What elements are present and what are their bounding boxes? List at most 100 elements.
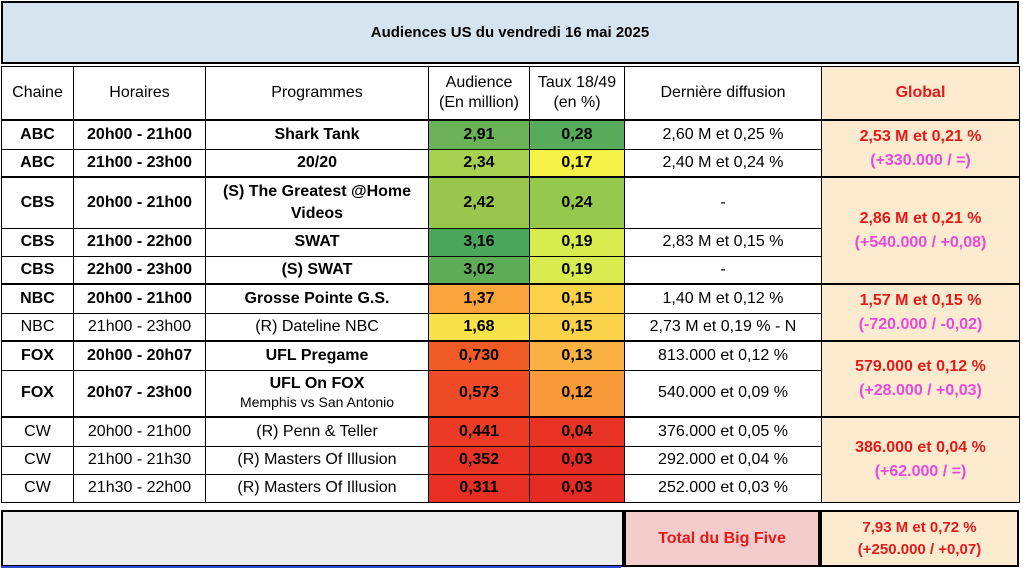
cell-audience: 2,34	[428, 148, 530, 178]
header-taux: Taux 18/49 (en %)	[529, 66, 625, 121]
header-programmes: Programmes	[205, 66, 429, 121]
global-abc-main: 2,53 M et 0,21 %	[859, 127, 982, 145]
cell-programme: Shark Tank	[205, 119, 429, 150]
header-global: Global	[821, 66, 1020, 121]
cell-audience: 0,311	[428, 473, 530, 503]
global-nbc-sub: (-720.000 / -0,02)	[858, 315, 983, 333]
cell-horaires: 21h00 - 23h00	[73, 312, 206, 342]
cell-chaine: CBS	[1, 255, 74, 285]
table-row: CBS 20h00 - 21h00 (S) The Greatest @Home…	[1, 176, 1020, 285]
cell-derniere: 2,40 M et 0,24 %	[624, 148, 822, 178]
table-row: ABC 20h00 - 21h00 Shark Tank 2,91 0,28 2…	[1, 119, 1020, 178]
cell-derniere: 540.000 et 0,09 %	[624, 369, 822, 418]
cell-horaires: 20h00 - 20h07	[73, 340, 206, 371]
cell-audience: 0,573	[428, 369, 530, 418]
cell-horaires: 21h00 - 21h30	[73, 445, 206, 475]
cell-horaires: 20h00 - 21h00	[73, 416, 206, 447]
footer-empty-area	[1, 510, 624, 567]
table-row: NBC 20h00 - 21h00 Grosse Pointe G.S. 1,3…	[1, 283, 1020, 342]
global-cw-sub: (+62.000 / =)	[874, 462, 967, 480]
cell-taux: 0,19	[529, 227, 625, 257]
cell-derniere: 2,60 M et 0,25 %	[624, 119, 822, 150]
cell-taux: 0,17	[529, 148, 625, 178]
cell-derniere: 292.000 et 0,04 %	[624, 445, 822, 475]
cell-programme: UFL On FOX Memphis vs San Antonio	[205, 369, 429, 418]
cell-chaine: NBC	[1, 283, 74, 314]
global-nbc: 1,57 M et 0,15 % (-720.000 / -0,02)	[821, 283, 1020, 342]
header-audience: Audience (En million)	[428, 66, 530, 121]
global-cw: 386.000 et 0,04 % (+62.000 / =)	[821, 416, 1020, 503]
cell-taux: 0,13	[529, 340, 625, 371]
cell-audience: 0,730	[428, 340, 530, 371]
bottom-edge-line	[1, 566, 621, 568]
cell-programme: (R) Dateline NBC	[205, 312, 429, 342]
cell-programme: (R) Penn & Teller	[205, 416, 429, 447]
cell-programme: (S) SWAT	[205, 255, 429, 285]
cell-derniere: 1,40 M et 0,12 %	[624, 283, 822, 314]
cell-horaires: 21h00 - 22h00	[73, 227, 206, 257]
cell-chaine: NBC	[1, 312, 74, 342]
global-fox-main: 579.000 et 0,12 %	[855, 358, 986, 375]
cell-horaires: 21h00 - 23h00	[73, 148, 206, 178]
cell-derniere: 2,73 M et 0,19 % - N	[624, 312, 822, 342]
cell-chaine: CW	[1, 445, 74, 475]
cell-audience: 3,16	[428, 227, 530, 257]
total-big-five-value: 7,93 M et 0,72 % (+250.000 / +0,07)	[820, 510, 1019, 567]
cell-chaine: ABC	[1, 119, 74, 150]
cell-audience: 1,68	[428, 312, 530, 342]
cell-programme: Grosse Pointe G.S.	[205, 283, 429, 314]
cell-programme: (S) The Greatest @Home Videos	[205, 176, 429, 229]
header-derniere: Dernière diffusion	[624, 66, 822, 121]
total-big-five-label: Total du Big Five	[624, 510, 820, 567]
cell-taux: 0,15	[529, 312, 625, 342]
table-row: CBS 21h00 - 22h00 SWAT 3,16 0,19 2,83 M …	[1, 227, 1020, 257]
header-taux-line1: Taux 18/49	[537, 74, 617, 91]
audience-table: Chaine Horaires Programmes Audience (En m…	[1, 66, 1020, 503]
cell-derniere: -	[624, 255, 822, 285]
cell-audience: 0,352	[428, 445, 530, 475]
global-nbc-main: 1,57 M et 0,15 %	[859, 291, 982, 309]
total-sub: (+250.000 / +0,07)	[857, 540, 982, 558]
total-main: 7,93 M et 0,72 %	[862, 518, 977, 536]
cell-programme-subtitle: Memphis vs San Antonio	[239, 394, 395, 411]
header-chaine: Chaine	[1, 66, 74, 121]
cell-programme-title: UFL On FOX	[269, 375, 365, 393]
cell-audience: 2,91	[428, 119, 530, 150]
cell-taux: 0,24	[529, 176, 625, 229]
cell-taux: 0,19	[529, 255, 625, 285]
table-row: CW 21h30 - 22h00 (R) Masters Of Illusion…	[1, 473, 1020, 503]
table-title: Audiences US du vendredi 16 mai 2025	[1, 1, 1019, 64]
cell-taux: 0,15	[529, 283, 625, 314]
cell-taux: 0,03	[529, 445, 625, 475]
header-row: Chaine Horaires Programmes Audience (En m…	[1, 66, 1020, 121]
cell-horaires: 21h30 - 22h00	[73, 473, 206, 503]
cell-horaires: 20h00 - 21h00	[73, 176, 206, 229]
cell-chaine: FOX	[1, 369, 74, 418]
cell-derniere: 376.000 et 0,05 %	[624, 416, 822, 447]
table-row: CW 20h00 - 21h00 (R) Penn & Teller 0,441…	[1, 416, 1020, 503]
global-cbs-main: 2,86 M et 0,21 %	[859, 209, 982, 227]
cell-derniere: 813.000 et 0,12 %	[624, 340, 822, 371]
table-row: CBS 22h00 - 23h00 (S) SWAT 3,02 0,19 -	[1, 255, 1020, 285]
cell-audience: 3,02	[428, 255, 530, 285]
table-row: ABC 21h00 - 23h00 20/20 2,34 0,17 2,40 M…	[1, 148, 1020, 178]
cell-chaine: CW	[1, 473, 74, 503]
cell-chaine: CW	[1, 416, 74, 447]
cell-programme: SWAT	[205, 227, 429, 257]
cell-derniere: -	[624, 176, 822, 229]
header-taux-line2: (en %)	[553, 94, 601, 111]
cell-horaires: 22h00 - 23h00	[73, 255, 206, 285]
cell-programme: 20/20	[205, 148, 429, 178]
cell-chaine: ABC	[1, 148, 74, 178]
table-row: FOX 20h07 - 23h00 UFL On FOX Memphis vs S…	[1, 369, 1020, 418]
cell-horaires: 20h00 - 21h00	[73, 119, 206, 150]
global-fox: 579.000 et 0,12 % (+28.000 / +0,03)	[821, 340, 1020, 418]
table-row: NBC 21h00 - 23h00 (R) Dateline NBC 1,68 …	[1, 312, 1020, 342]
global-cbs: 2,86 M et 0,21 % (+540.000 / +0,08)	[821, 176, 1020, 285]
global-cw-main: 386.000 et 0,04 %	[855, 438, 986, 456]
cell-audience: 0,441	[428, 416, 530, 447]
global-cbs-sub: (+540.000 / +0,08)	[854, 233, 987, 251]
cell-taux: 0,03	[529, 473, 625, 503]
cell-programme: (R) Masters Of Illusion	[205, 445, 429, 475]
cell-taux: 0,04	[529, 416, 625, 447]
